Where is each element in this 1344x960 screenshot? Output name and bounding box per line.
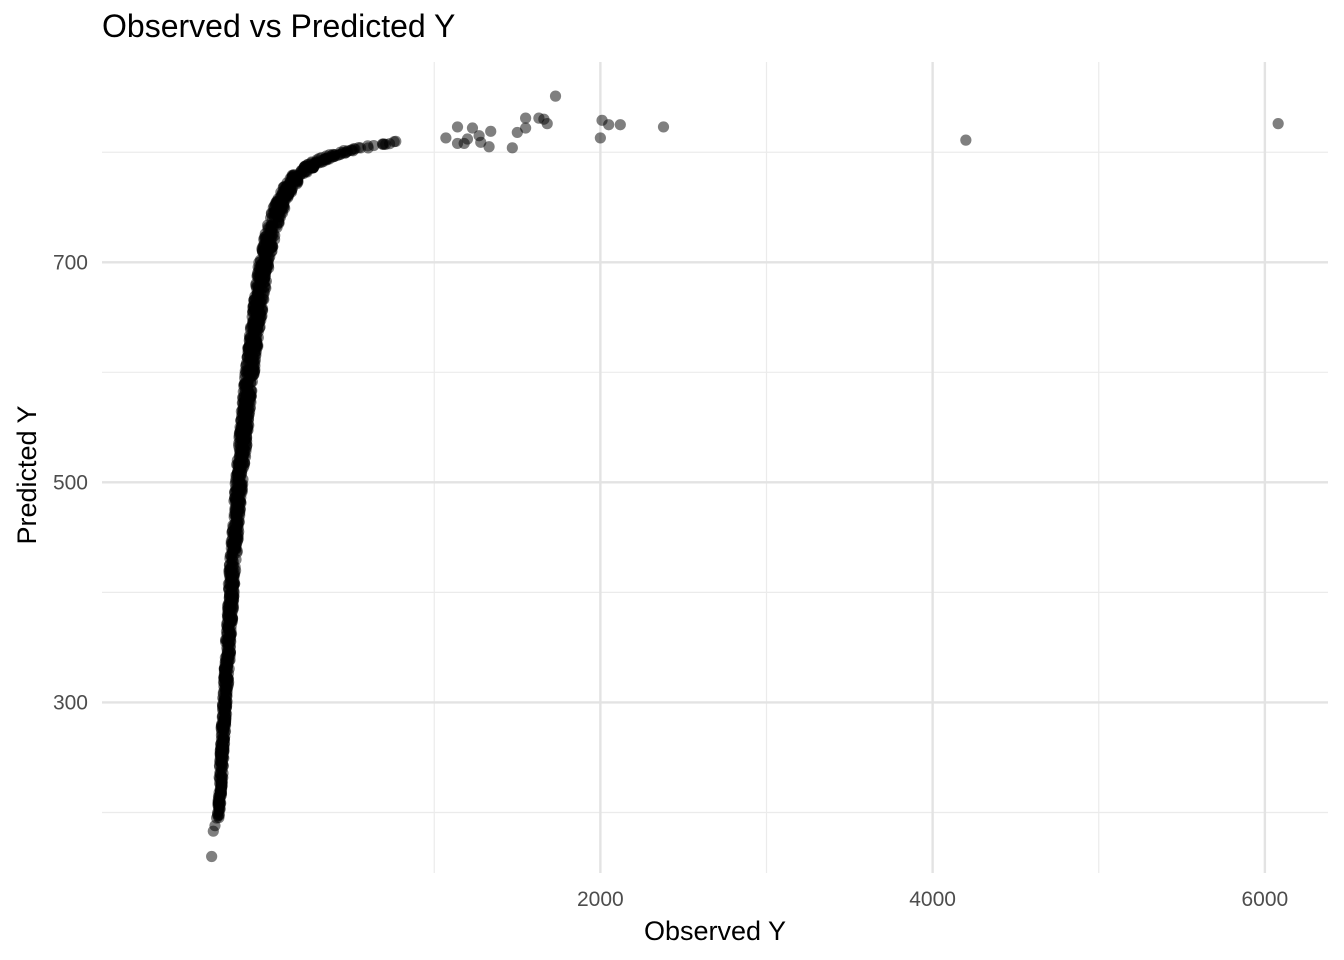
data-point [226,559,238,571]
data-point [214,777,226,789]
data-point [221,677,234,689]
data-point [221,696,233,708]
data-point [245,370,257,382]
data-point [475,136,487,148]
data-point [226,615,238,628]
data-point [220,712,232,724]
data-point [252,270,264,282]
data-point [240,412,252,424]
y-tick-label: 700 [53,251,88,274]
data-point [233,443,246,455]
data-point [451,121,464,133]
data-point [1272,118,1284,130]
data-point [244,401,256,414]
data-point [238,435,250,447]
data-point [216,743,228,755]
data-point [230,539,242,551]
data-point [211,812,223,824]
data-point [246,311,258,323]
data-point [252,332,264,344]
data-point [506,142,518,154]
data-point [466,122,479,134]
y-axis-title: Predicted Y [12,405,42,544]
data-point [549,90,562,102]
data-point [238,425,251,438]
data-point [225,571,237,583]
data-point [390,135,402,147]
x-tick-label: 4000 [909,888,956,911]
data-point [231,514,243,526]
data-point [594,132,606,144]
data-point [960,134,972,146]
data-point [541,118,553,130]
data-point [483,141,495,153]
data-point [228,590,240,602]
data-point [362,140,374,152]
x-tick-label: 6000 [1242,888,1289,911]
data-point [221,663,233,676]
data-point [440,132,452,144]
x-tick-label: 2000 [577,888,624,911]
data-point [520,122,532,134]
y-tick-label: 500 [53,471,88,494]
data-point [245,385,257,397]
data-point [214,768,227,780]
data-point [376,138,389,150]
data-point [345,144,357,157]
data-point [214,787,227,800]
data-point [458,137,470,150]
data-point [229,492,241,504]
data-point [311,154,323,166]
data-point [485,125,497,137]
data-point [206,850,218,863]
data-point [260,234,272,247]
data-point [250,282,263,294]
y-tick-label: 300 [53,691,88,714]
data-point [259,250,271,263]
data-point [240,357,253,369]
data-point [224,630,236,642]
y-axis-ticks: 300 500 700 [53,251,88,714]
data-point [334,148,346,160]
data-point [511,126,523,139]
data-point [215,756,227,768]
data-point [234,463,246,475]
data-point [520,112,532,124]
data-point [232,481,245,493]
data-point [266,227,278,239]
grid [102,62,1328,873]
data-point [657,121,670,133]
x-axis-title: Observed Y [644,916,786,946]
data-point [603,119,615,131]
data-point [614,119,626,131]
data-point [279,184,291,197]
chart-title: Observed vs Predicted Y [102,8,456,44]
data-point [228,528,240,541]
x-axis-ticks: 2000 4000 6000 [577,888,1288,911]
data-points [206,90,1284,863]
data-point [222,649,234,662]
data-point [298,161,311,173]
